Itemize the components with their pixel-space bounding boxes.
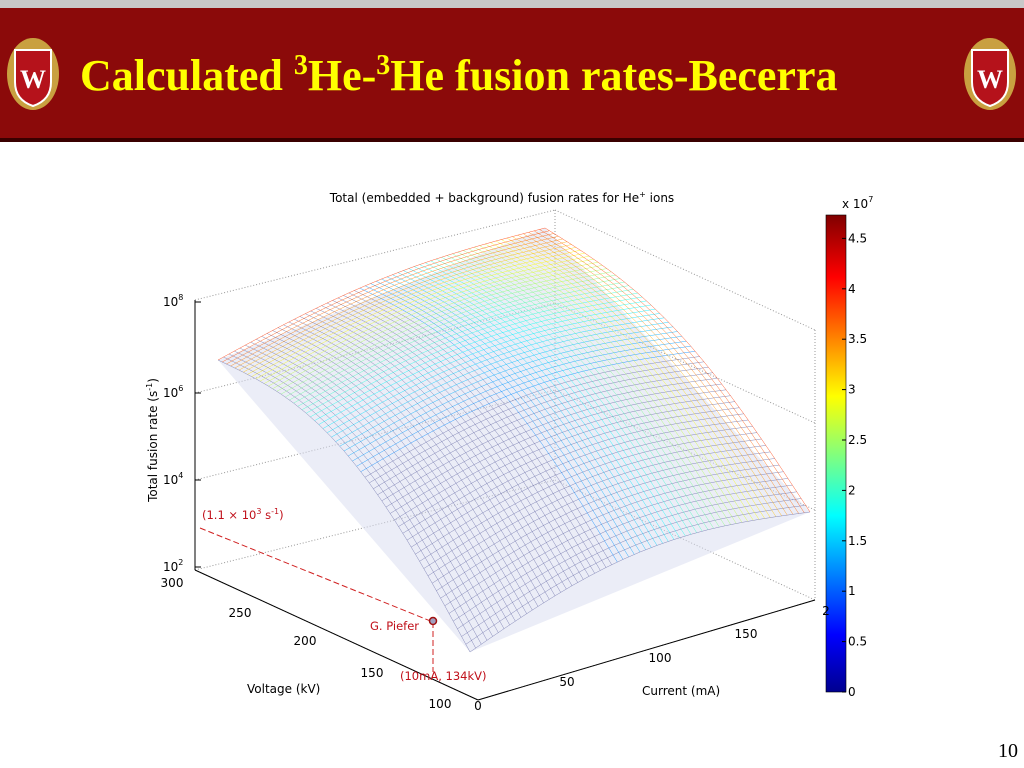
colorbar-tick-label: 1.5 — [848, 534, 867, 548]
mesh-line — [238, 241, 568, 371]
colorbar-tick-label: 2.5 — [848, 433, 867, 447]
mesh-line — [217, 227, 546, 361]
voltage-tick-label: 100 — [429, 697, 452, 711]
annotation-point: (10mA, 134kV) — [400, 669, 486, 683]
slide-number: 10 — [998, 740, 1018, 762]
mesh-line — [230, 235, 559, 367]
header-band — [0, 8, 1024, 138]
z-tick-exponent: 4 — [178, 471, 183, 480]
voltage-axis — [194, 569, 479, 701]
mesh-line — [490, 242, 754, 521]
mesh-line — [512, 236, 777, 517]
colorbar-tick-label: 1 — [848, 584, 856, 598]
z-tick-base: 10 — [163, 295, 178, 309]
slide-title: Calculated 3He-3He fusion rates-Becerra — [80, 50, 837, 100]
current-tick-label: 2 — [822, 604, 830, 618]
z-tick-base: 10 — [163, 473, 178, 487]
colorbar-tick-label: 0.5 — [848, 635, 867, 649]
voltage-tick-label: 200 — [294, 634, 317, 648]
header-shadow — [0, 138, 1024, 142]
colorbar-tick-label: 4 — [848, 282, 856, 296]
voltage-tick-label: 150 — [361, 666, 384, 680]
svg-text:W: W — [977, 65, 1003, 94]
annotation-name: G. Piefer — [370, 619, 419, 633]
annotation: (1.1 × 103 s-1) G. Piefer (10mA, 134kV) — [199, 507, 486, 683]
current-axis-label: Current (mA) — [642, 684, 720, 698]
mesh-line — [247, 247, 576, 375]
svg-text:W: W — [20, 65, 46, 94]
top-edge — [0, 0, 1024, 8]
colorbar-tick-label: 0 — [848, 685, 856, 699]
mesh-line — [533, 230, 799, 514]
mesh-line — [251, 249, 581, 377]
colorbar-tick-label: 3 — [848, 383, 856, 397]
colorbar-tick-label: 4.5 — [848, 231, 867, 245]
current-tick-label: 0 — [474, 699, 482, 713]
mesh-line — [222, 230, 550, 363]
mesh-line — [234, 238, 563, 369]
mesh-line — [523, 233, 788, 516]
mesh-line — [226, 233, 554, 365]
z-tick-base: 10 — [163, 560, 178, 574]
mesh-line — [495, 240, 760, 520]
mesh-line — [528, 232, 794, 515]
z-tick-exponent: 8 — [178, 293, 183, 302]
voltage-tick-label: 300 — [161, 576, 184, 590]
voltage-tick-label: 250 — [229, 606, 252, 620]
mesh-line — [539, 229, 805, 513]
current-tick-label: 150 — [735, 627, 758, 641]
crest-left: W — [7, 38, 59, 110]
mesh-line — [517, 234, 782, 517]
z-tick-exponent: 2 — [178, 558, 183, 567]
z-axis-label: Total fusion rate (s-1) — [145, 378, 160, 503]
mesh-line — [544, 227, 811, 513]
z-tick-label: 102 — [163, 558, 183, 574]
current-tick-label: 50 — [559, 675, 574, 689]
mesh-line — [506, 237, 771, 518]
mesh-line — [243, 244, 572, 373]
mesh-line — [501, 239, 765, 519]
z-tick-exponent: 6 — [178, 384, 183, 393]
current-axis — [477, 599, 816, 701]
z-tick-base: 10 — [163, 386, 178, 400]
colorbar-multiplier: x 107 — [842, 195, 873, 211]
colorbar-tick-label: 2 — [848, 483, 856, 497]
z-tick-label: 106 — [163, 384, 183, 400]
annotation-rate: (1.1 × 103 s-1) — [202, 507, 284, 522]
voltage-axis-label: Voltage (kV) — [247, 682, 320, 696]
current-tick-label: 100 — [649, 651, 672, 665]
colorbar-tick-label: 3.5 — [848, 332, 867, 346]
crest-right: W — [964, 38, 1016, 110]
figure-title: Total (embedded + background) fusion rat… — [329, 190, 674, 205]
surface-fill — [218, 228, 810, 652]
surface — [217, 227, 811, 653]
mesh-line — [255, 252, 585, 380]
z-tick-label: 104 — [163, 471, 183, 487]
colorbar — [825, 214, 847, 693]
z-tick-label: 108 — [163, 293, 183, 309]
